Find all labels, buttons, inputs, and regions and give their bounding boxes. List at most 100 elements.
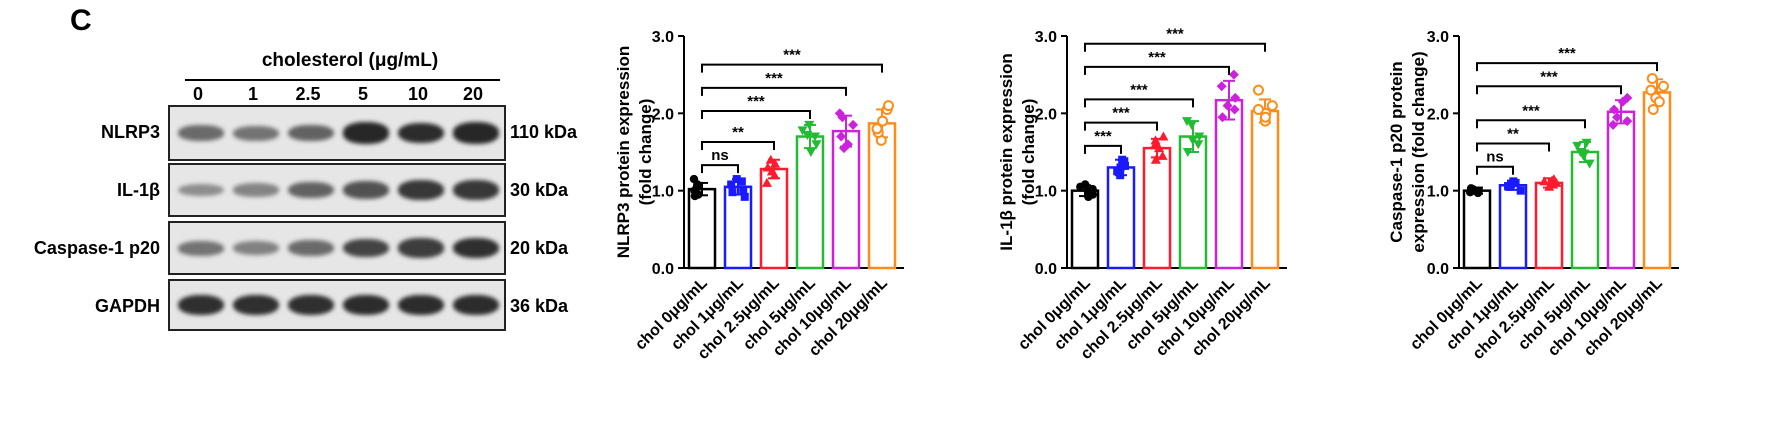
significance-label: *** [1522, 102, 1540, 119]
data-point [728, 188, 737, 197]
blot-strip-gapdh [168, 279, 506, 331]
significance-bracket [1084, 98, 1194, 108]
significance-bracket [1084, 42, 1266, 52]
data-point [1622, 92, 1633, 103]
y-tick-label: 3.0 [1427, 29, 1449, 46]
data-point [842, 139, 853, 150]
blot-band [453, 294, 499, 316]
y-tick-label: 1.0 [1035, 184, 1057, 201]
lane-label: 5 [357, 84, 368, 104]
data-point [1217, 112, 1228, 123]
panel-letter: C [70, 4, 92, 37]
bar [1498, 184, 1528, 270]
y-tick-label: 0.0 [1427, 261, 1449, 278]
data-point [1216, 81, 1227, 92]
y-tick-label: 3.0 [1035, 29, 1057, 46]
blot-band [343, 122, 389, 144]
significance-bracket [701, 86, 847, 96]
chart-caspase1-expression: 0.0 1.0 2.0 3.0 Caspase-1 p20 protein express… [1387, 29, 1679, 363]
significance-bracket [1084, 144, 1122, 154]
blot-band [398, 294, 444, 316]
protein-label-gapdh: GAPDH [94, 296, 160, 316]
chart-il1b-expression: 0.0 1.0 2.0 3.0 IL-1β protein expression (fol… [997, 26, 1287, 363]
y-axis-label-line: NLRP3 protein expression [614, 46, 633, 259]
data-point [1584, 159, 1595, 169]
data-point [1622, 116, 1633, 127]
bar [1070, 189, 1100, 270]
y-axis-label-line: IL-1β protein expression [997, 53, 1016, 250]
bar [1142, 146, 1172, 270]
data-point [1539, 176, 1550, 186]
blot-band [233, 183, 279, 197]
data-point [1259, 111, 1271, 123]
data-point [693, 180, 702, 189]
blot-band [288, 294, 334, 316]
data-point [1617, 96, 1628, 107]
blot-band [288, 124, 334, 142]
blot-band [178, 183, 224, 197]
blot-band [178, 294, 224, 316]
data-point [877, 115, 889, 127]
significance-bracket [1476, 62, 1658, 72]
lane-label: 10 [407, 84, 429, 104]
data-point [1121, 161, 1130, 170]
data-point [1612, 112, 1623, 123]
lane-label: 0 [192, 84, 203, 104]
data-point [1653, 96, 1665, 108]
bar [831, 129, 861, 270]
data-point [737, 177, 746, 186]
bar [867, 122, 897, 270]
data-point [1158, 131, 1169, 141]
significance-label: *** [1112, 105, 1130, 122]
data-point [690, 191, 700, 201]
data-point [837, 112, 848, 123]
data-point [1113, 167, 1122, 176]
data-point [1469, 185, 1479, 195]
blot-band [453, 180, 499, 200]
data-point [765, 154, 776, 164]
data-point [1187, 136, 1198, 146]
y-tick-label: 0.0 [652, 261, 674, 278]
data-point [1194, 132, 1205, 142]
western-blot-panel: cholesterol (μg/mL) 0 1 2.5 5 10 20 NLRP… [0, 0, 600, 428]
data-point [1150, 154, 1161, 164]
bar [795, 135, 825, 270]
data-point [739, 186, 748, 195]
significance-label: *** [1540, 68, 1558, 85]
significance-label: ns [711, 147, 729, 164]
lane-label: 1 [247, 84, 258, 104]
data-point [1609, 104, 1620, 115]
y-tick-label: 2.0 [1035, 106, 1057, 123]
blot-band [453, 122, 499, 144]
blot-band [233, 241, 279, 255]
significance-bracket [1476, 119, 1586, 129]
significance-bracket [701, 63, 883, 73]
data-point [1266, 100, 1278, 112]
bar [1106, 166, 1136, 270]
blot-strip-caspase1 [168, 221, 506, 275]
y-tick-label: 3.0 [652, 29, 674, 46]
blot-band [343, 238, 389, 258]
data-point [1181, 117, 1192, 127]
significance-bracket [1084, 65, 1230, 75]
data-point [848, 119, 859, 130]
bar [1606, 110, 1636, 270]
significance-label: *** [1094, 128, 1112, 145]
lane-label: 2.5 [295, 84, 321, 104]
data-point [1657, 80, 1669, 92]
protein-label-nlrp3: NLRP3 [100, 122, 160, 142]
significance-label: ns [1486, 149, 1504, 166]
y-axis-label-line: expression (fold change) [1409, 51, 1428, 252]
kda-label: 30 kDa [510, 180, 569, 200]
data-point [834, 108, 845, 119]
kda-label: 20 kDa [510, 238, 569, 258]
data-point [1150, 139, 1161, 149]
y-tick-label: 1.0 [1427, 184, 1449, 201]
bar [1570, 150, 1600, 270]
blot-strip-nlrp3 [168, 105, 506, 161]
data-point [805, 148, 816, 157]
data-point [809, 132, 820, 142]
blot-band [178, 125, 224, 141]
data-point [1088, 184, 1097, 194]
significance-bracket [1476, 142, 1550, 152]
